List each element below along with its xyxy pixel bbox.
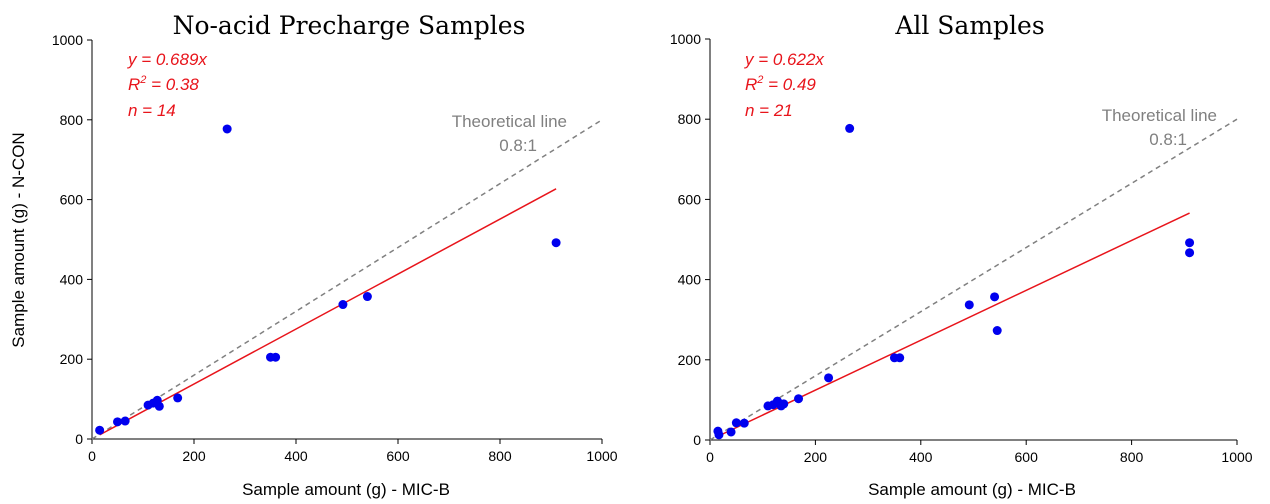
left-theoretical-ratio-label: 0.8:1: [499, 136, 537, 155]
right-theoretical-line-label: Theoretical line: [1102, 106, 1217, 125]
left-data-point: [154, 401, 164, 411]
left-x-tick-label: 600: [386, 448, 410, 464]
right-x-tick-label: 200: [804, 449, 828, 465]
left-regression-line-path: [99, 188, 557, 436]
left-x-tick-label: 0: [88, 448, 96, 464]
right-y-tick-label: 600: [678, 191, 702, 207]
right-x-tick-label: 400: [909, 449, 933, 465]
left-y-tick-label: 0: [75, 431, 83, 447]
left-data-point: [173, 393, 183, 403]
right-data-point: [1185, 248, 1195, 258]
right-theoretical-line: [709, 118, 1238, 441]
right-data-points: [713, 123, 1195, 440]
left-r2-label: R2 = 0.38: [128, 74, 199, 94]
left-chart-title: No-acid Precharge Samples: [173, 11, 526, 40]
right-y-tick-label: 400: [678, 272, 702, 288]
right-data-point: [1185, 238, 1195, 248]
right-data-point: [794, 394, 804, 404]
left-data-point: [95, 425, 105, 435]
right-axes: 0 200 400 600 800 1000 0 200 400 600 800 1000: [670, 31, 1253, 465]
left-regression-line: [99, 188, 557, 436]
right-y-tick-label: 0: [693, 432, 701, 448]
right-regression-line: [717, 212, 1190, 437]
right-x-tick-label: 1000: [1221, 449, 1252, 465]
left-axes: 0 200 400 600 800 1000 0 200 400 600 800 1000: [52, 32, 618, 464]
right-data-point: [895, 353, 905, 363]
left-chart-panel: No-acid Precharge Samples Sample amount …: [9, 11, 618, 499]
left-y-tick-label: 200: [60, 351, 84, 367]
left-y-tick-label: 600: [60, 192, 84, 208]
left-theoretical-line: [91, 119, 603, 440]
right-x-tick-label: 800: [1120, 449, 1144, 465]
left-y-tick-label: 1000: [52, 32, 83, 48]
right-n-label: n = 21: [745, 101, 793, 120]
left-n-label: n = 14: [128, 101, 176, 120]
left-data-point: [551, 238, 561, 248]
right-theoretical-line-path: [709, 118, 1238, 441]
right-y-tick-label: 200: [678, 352, 702, 368]
right-chart-panel: All Samples Sample amount (g) - MIC-B 0 2…: [670, 11, 1253, 499]
right-y-tick-label: 800: [678, 111, 702, 127]
left-data-point: [362, 292, 372, 302]
right-data-point: [824, 373, 834, 383]
left-theoretical-line-path: [91, 119, 603, 440]
left-x-tick-label: 400: [284, 448, 308, 464]
right-theoretical-ratio-label: 0.8:1: [1149, 130, 1187, 149]
left-x-tick-label: 800: [488, 448, 512, 464]
right-data-point: [964, 300, 974, 310]
right-chart-title: All Samples: [894, 11, 1044, 40]
right-data-point: [731, 418, 741, 428]
left-y-tick-label: 800: [60, 112, 84, 128]
left-data-point: [120, 416, 130, 426]
right-data-point: [990, 292, 1000, 302]
left-x-tick-label: 1000: [586, 448, 617, 464]
left-y-tick-label: 400: [60, 271, 84, 287]
right-x-tick-label: 600: [1015, 449, 1039, 465]
left-data-points: [95, 124, 561, 435]
right-data-point: [992, 326, 1002, 336]
left-data-point: [271, 352, 281, 362]
left-x-tick-label: 200: [182, 448, 206, 464]
right-data-point: [845, 123, 855, 133]
right-data-point: [779, 399, 789, 409]
right-x-tick-label: 0: [706, 449, 714, 465]
left-data-point: [338, 300, 348, 310]
right-data-point: [739, 418, 749, 428]
left-y-axis-label: Sample amount (g) - N-CON: [9, 132, 28, 347]
right-x-axis-label: Sample amount (g) - MIC-B: [868, 480, 1076, 499]
right-data-point: [726, 427, 736, 437]
right-data-point: [714, 430, 724, 440]
left-data-point: [113, 417, 122, 427]
right-regression-line-path: [717, 212, 1190, 437]
right-r2-label: R2 = 0.49: [745, 74, 816, 94]
left-data-point: [222, 124, 232, 134]
left-x-axis-label: Sample amount (g) - MIC-B: [242, 480, 450, 499]
left-theoretical-line-label: Theoretical line: [452, 112, 567, 131]
right-equation-label: y = 0.622x: [744, 50, 824, 69]
left-equation-label: y = 0.689x: [127, 50, 207, 69]
right-y-tick-label: 1000: [670, 31, 701, 47]
